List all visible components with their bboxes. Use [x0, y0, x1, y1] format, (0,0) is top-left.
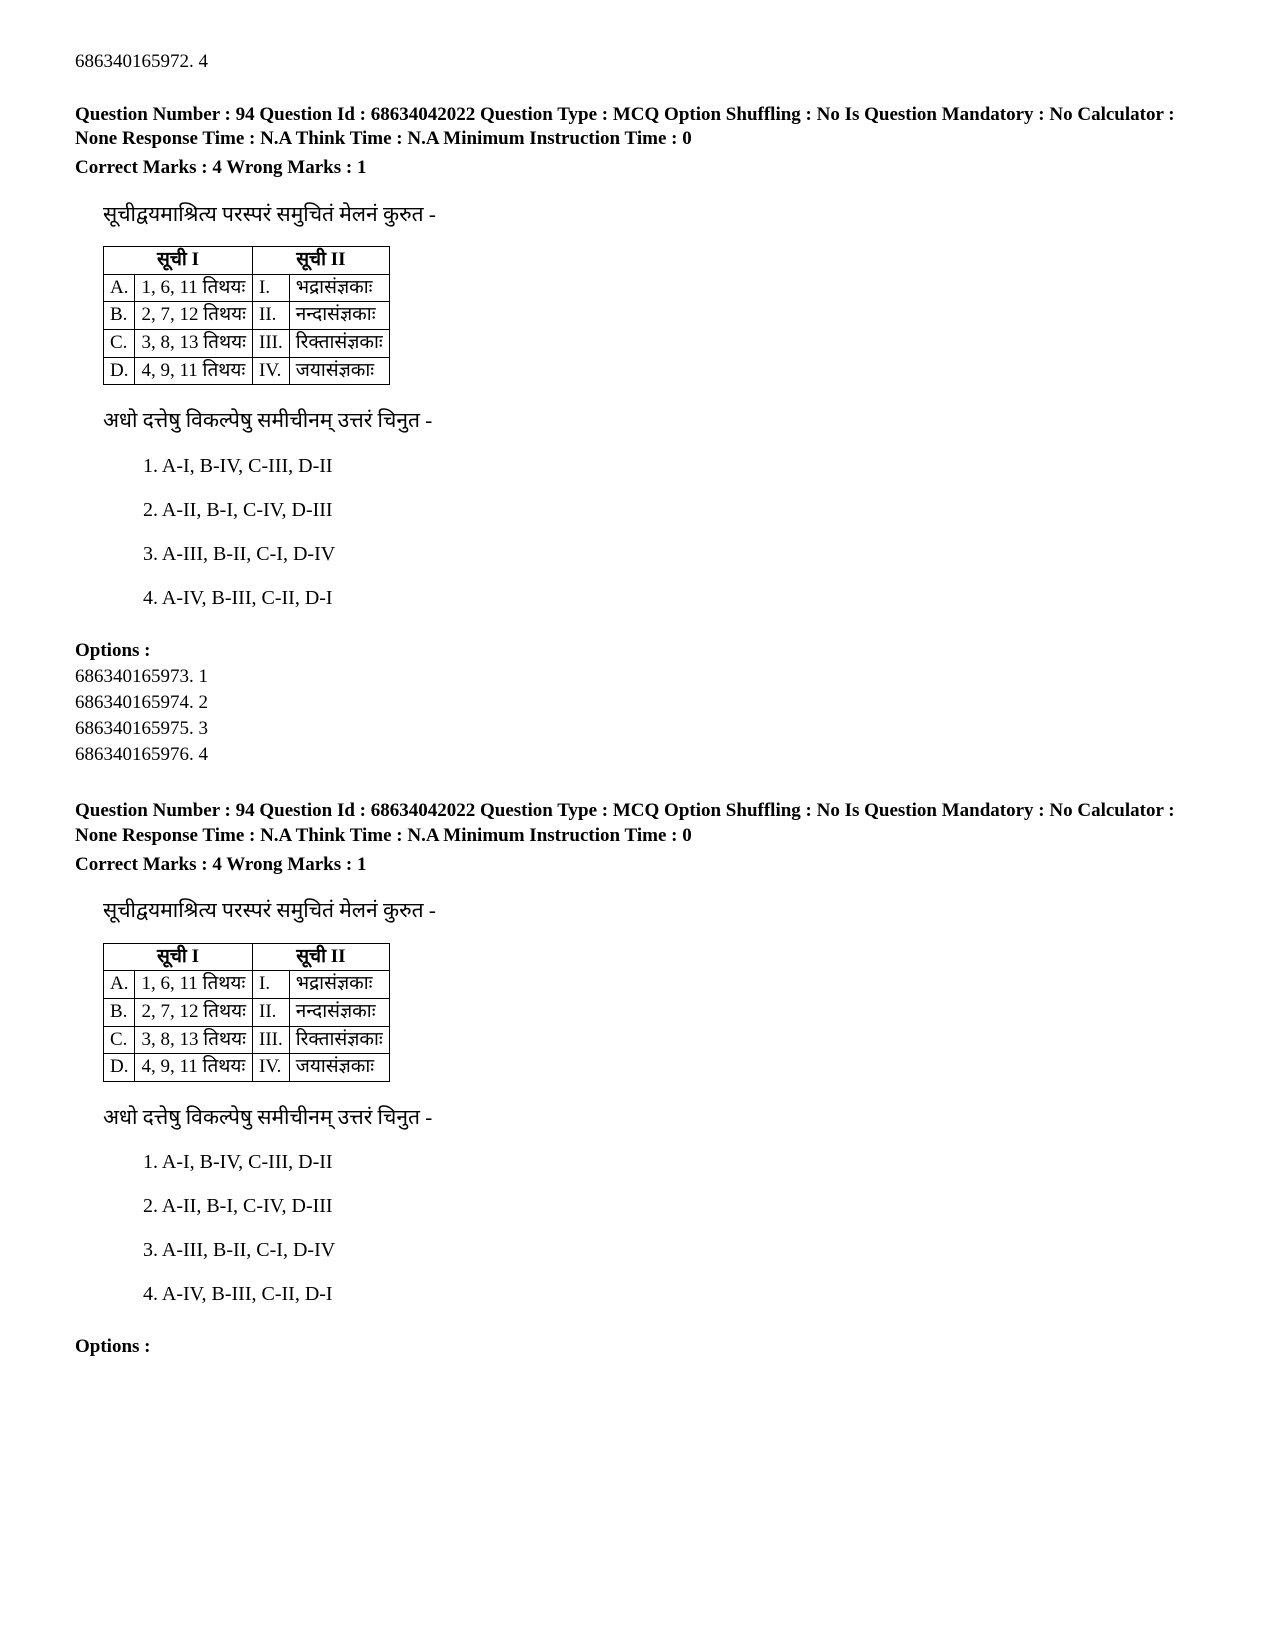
table-header: सूची I: [104, 247, 253, 275]
table-row: B. 2, 7, 12 तिथयः II. नन्दासंज्ञकाः: [104, 302, 390, 330]
choice-item: 2. A-II, B-I, C-IV, D-III: [143, 497, 1200, 523]
table-row: A. 1, 6, 11 तिथयः I. भद्रासंज्ञकाः: [104, 971, 390, 999]
table-cell: 2, 7, 12 तिथयः: [135, 998, 253, 1026]
question-block: Question Number : 94 Question Id : 68634…: [75, 799, 1200, 1360]
choice-item: 1. A-I, B-IV, C-III, D-II: [143, 1149, 1200, 1175]
question-meta: Question Number : 94 Question Id : 68634…: [75, 103, 1200, 152]
question-body: सूचीद्वयमाश्रित्य परस्परं समुचितं मेलनं …: [103, 897, 1200, 1307]
question-meta: Question Number : 94 Question Id : 68634…: [75, 799, 1200, 848]
table-cell: रिक्तासंज्ञकाः: [289, 1026, 389, 1054]
table-cell: A.: [104, 274, 135, 302]
choice-item: 2. A-II, B-I, C-IV, D-III: [143, 1193, 1200, 1219]
table-cell: 1, 6, 11 तिथयः: [135, 274, 253, 302]
table-row: D. 4, 9, 11 तिथयः IV. जयासंज्ञकाः: [104, 357, 390, 385]
question-block: Question Number : 94 Question Id : 68634…: [75, 103, 1200, 768]
answer-instruction: अधो दत्तेषु विकल्पेषु समीचीनम् उत्तरं चि…: [103, 1104, 1200, 1131]
question-marks: Correct Marks : 4 Wrong Marks : 1: [75, 853, 1200, 878]
table-cell: III.: [253, 330, 290, 358]
table-cell: D.: [104, 1054, 135, 1082]
table-header: सूची I: [104, 943, 253, 971]
table-cell: भद्रासंज्ञकाः: [289, 274, 389, 302]
choice-list: 1. A-I, B-IV, C-III, D-II 2. A-II, B-I, …: [143, 453, 1200, 611]
option-line: 686340165974. 2: [75, 691, 1200, 716]
table-row: B. 2, 7, 12 तिथयः II. नन्दासंज्ञकाः: [104, 998, 390, 1026]
table-cell: III.: [253, 1026, 290, 1054]
table-cell: जयासंज्ञकाः: [289, 357, 389, 385]
choice-list: 1. A-I, B-IV, C-III, D-II 2. A-II, B-I, …: [143, 1149, 1200, 1307]
table-cell: 3, 8, 13 तिथयः: [135, 1026, 253, 1054]
table-cell: 4, 9, 11 तिथयः: [135, 1054, 253, 1082]
choice-item: 3. A-III, B-II, C-I, D-IV: [143, 1237, 1200, 1263]
table-cell: B.: [104, 302, 135, 330]
options-label: Options :: [75, 1335, 1200, 1360]
table-header: सूची II: [253, 247, 390, 275]
table-cell: 4, 9, 11 तिथयः: [135, 357, 253, 385]
table-cell: नन्दासंज्ञकाः: [289, 998, 389, 1026]
table-cell: IV.: [253, 1054, 290, 1082]
option-line: 686340165975. 3: [75, 717, 1200, 742]
table-cell: रिक्तासंज्ञकाः: [289, 330, 389, 358]
table-cell: B.: [104, 998, 135, 1026]
table-cell: I.: [253, 971, 290, 999]
table-cell: C.: [104, 1026, 135, 1054]
table-cell: 1, 6, 11 तिथयः: [135, 971, 253, 999]
choice-item: 3. A-III, B-II, C-I, D-IV: [143, 541, 1200, 567]
table-row: C. 3, 8, 13 तिथयः III. रिक्तासंज्ञकाः: [104, 330, 390, 358]
choice-item: 4. A-IV, B-III, C-II, D-I: [143, 585, 1200, 611]
table-cell: 2, 7, 12 तिथयः: [135, 302, 253, 330]
table-cell: II.: [253, 998, 290, 1026]
choice-item: 4. A-IV, B-III, C-II, D-I: [143, 1281, 1200, 1307]
table-row: C. 3, 8, 13 तिथयः III. रिक्तासंज्ञकाः: [104, 1026, 390, 1054]
table-header: सूची II: [253, 943, 390, 971]
table-cell: IV.: [253, 357, 290, 385]
table-cell: नन्दासंज्ञकाः: [289, 302, 389, 330]
table-cell: II.: [253, 302, 290, 330]
residual-option-line: 686340165972. 4: [75, 50, 1200, 75]
table-cell: A.: [104, 971, 135, 999]
match-table: सूची I सूची II A. 1, 6, 11 तिथयः I. भद्र…: [103, 943, 390, 1082]
table-cell: 3, 8, 13 तिथयः: [135, 330, 253, 358]
question-instruction: सूचीद्वयमाश्रित्य परस्परं समुचितं मेलनं …: [103, 201, 1200, 228]
table-cell: C.: [104, 330, 135, 358]
choice-item: 1. A-I, B-IV, C-III, D-II: [143, 453, 1200, 479]
table-cell: D.: [104, 357, 135, 385]
table-cell: भद्रासंज्ञकाः: [289, 971, 389, 999]
table-cell: I.: [253, 274, 290, 302]
table-row: A. 1, 6, 11 तिथयः I. भद्रासंज्ञकाः: [104, 274, 390, 302]
option-line: 686340165976. 4: [75, 743, 1200, 768]
question-body: सूचीद्वयमाश्रित्य परस्परं समुचितं मेलनं …: [103, 201, 1200, 611]
answer-instruction: अधो दत्तेषु विकल्पेषु समीचीनम् उत्तरं चि…: [103, 407, 1200, 434]
question-marks: Correct Marks : 4 Wrong Marks : 1: [75, 156, 1200, 181]
match-table: सूची I सूची II A. 1, 6, 11 तिथयः I. भद्र…: [103, 246, 390, 385]
option-line: 686340165973. 1: [75, 665, 1200, 690]
question-instruction: सूचीद्वयमाश्रित्य परस्परं समुचितं मेलनं …: [103, 897, 1200, 924]
options-label: Options :: [75, 639, 1200, 664]
table-row: D. 4, 9, 11 तिथयः IV. जयासंज्ञकाः: [104, 1054, 390, 1082]
table-cell: जयासंज्ञकाः: [289, 1054, 389, 1082]
